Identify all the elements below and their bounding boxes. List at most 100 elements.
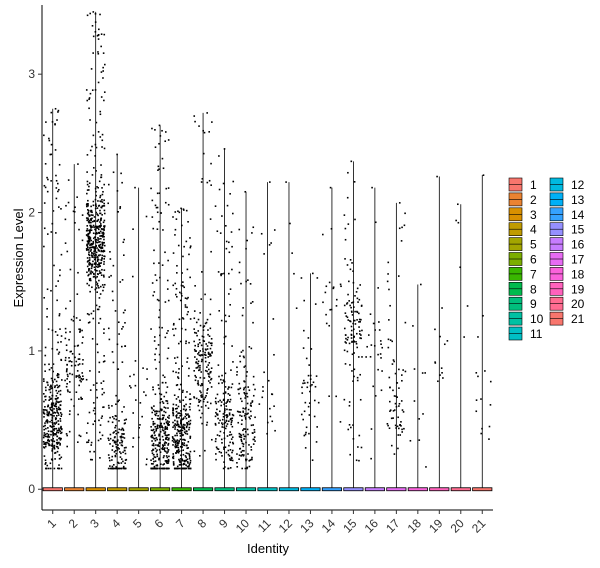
- point-8: [201, 412, 203, 415]
- point-3: [93, 266, 96, 269]
- point-6: [166, 462, 168, 465]
- point-3: [87, 239, 90, 242]
- point-7: [180, 419, 182, 422]
- point-15: [350, 306, 352, 309]
- point-9: [229, 441, 231, 444]
- point-2: [78, 384, 80, 387]
- point-14: [335, 305, 338, 307]
- point-1: [50, 143, 53, 146]
- point-9: [231, 417, 234, 420]
- point-6: [153, 336, 156, 338]
- x-tick-label: 19: [426, 516, 446, 536]
- point-7: [187, 423, 189, 425]
- point-3: [86, 14, 89, 17]
- point-8: [203, 340, 206, 342]
- point-3: [95, 254, 97, 256]
- point-6: [153, 456, 156, 458]
- point-3: [88, 264, 91, 266]
- point-7: [172, 461, 175, 463]
- point-7: [186, 391, 188, 393]
- point-6: [164, 411, 167, 414]
- point-6: [155, 367, 157, 370]
- point-15: [358, 312, 360, 315]
- point-1: [56, 435, 59, 438]
- point-4: [111, 449, 114, 451]
- point-3: [101, 187, 103, 189]
- point-3: [94, 239, 97, 241]
- point-6: [162, 417, 164, 420]
- point-15: [344, 258, 346, 260]
- point-17: [401, 409, 404, 411]
- point-6: [165, 391, 168, 394]
- point-9: [225, 225, 227, 227]
- point-3: [97, 237, 99, 239]
- point-max-20: [457, 203, 459, 206]
- point-6: [166, 400, 169, 402]
- legend-label-4: 4: [530, 223, 537, 237]
- point-3: [99, 200, 102, 203]
- point-8: [207, 333, 209, 336]
- point-6: [160, 422, 162, 425]
- point-3: [85, 217, 88, 219]
- point-3: [101, 133, 104, 136]
- point-max-16: [371, 186, 373, 189]
- point-7: [187, 221, 189, 223]
- point-2: [82, 359, 84, 361]
- point-5: [138, 426, 140, 429]
- point-8: [200, 396, 203, 398]
- point-3: [99, 240, 101, 243]
- point-9: [231, 436, 234, 438]
- point-1: [47, 438, 50, 441]
- point-3: [89, 225, 92, 228]
- point-9: [229, 398, 232, 401]
- point-3: [103, 244, 106, 247]
- point-3: [94, 246, 96, 248]
- point-12: [293, 272, 295, 275]
- point-15: [343, 349, 346, 352]
- point-7: [177, 372, 180, 374]
- point-4: [120, 439, 123, 442]
- point-6: [156, 438, 158, 441]
- point-2: [82, 378, 85, 380]
- point-13: [300, 413, 303, 416]
- point-7: [187, 311, 189, 313]
- point-2: [65, 344, 68, 347]
- point-2: [79, 330, 82, 332]
- point-3: [87, 209, 90, 212]
- point-6: [156, 425, 159, 428]
- point-16: [380, 343, 382, 346]
- point-3: [95, 205, 97, 208]
- point-10: [241, 467, 243, 470]
- point-3: [90, 239, 92, 242]
- point-8: [195, 321, 198, 324]
- point-13: [302, 347, 305, 349]
- point-2: [69, 372, 71, 375]
- point-3: [86, 99, 89, 102]
- point-4: [115, 446, 118, 448]
- point-1: [57, 385, 60, 388]
- point-2: [64, 359, 67, 362]
- point-6: [167, 449, 170, 451]
- point-1: [51, 402, 53, 405]
- point-1: [55, 427, 58, 430]
- point-1: [58, 464, 60, 466]
- point-3: [87, 217, 89, 220]
- point-17: [394, 424, 397, 427]
- point-8: [199, 369, 201, 371]
- point-7: [175, 446, 178, 448]
- point-3: [99, 212, 102, 215]
- point-8: [197, 398, 200, 401]
- point-8: [202, 400, 205, 403]
- point-3: [91, 338, 94, 340]
- point-3: [90, 312, 93, 315]
- point-1: [55, 197, 58, 200]
- point-13: [313, 399, 316, 402]
- point-1: [43, 455, 46, 457]
- point-7: [188, 406, 191, 408]
- point-9: [231, 451, 233, 454]
- point-7: [189, 276, 191, 279]
- point-2: [79, 319, 81, 321]
- point-1: [56, 441, 59, 444]
- point-1: [47, 178, 49, 181]
- point-7: [173, 357, 176, 359]
